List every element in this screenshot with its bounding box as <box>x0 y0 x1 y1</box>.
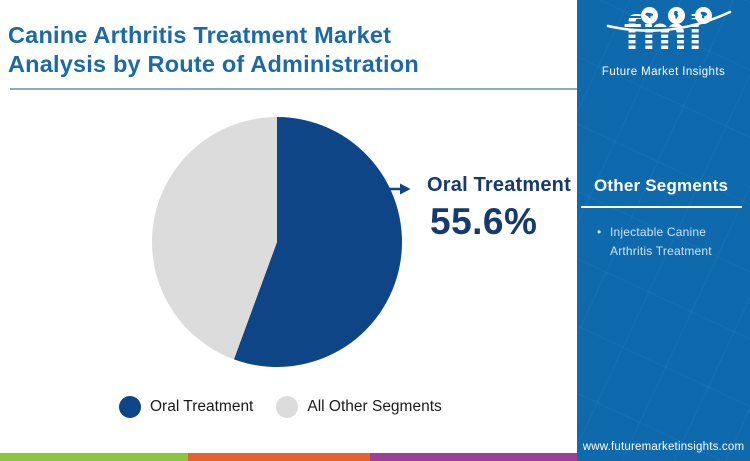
logo-tagline: Future Market Insights <box>601 66 726 78</box>
page-title-line2: Analysis by Route of Administration <box>8 50 419 77</box>
other-segments-divider <box>581 206 742 208</box>
website-link[interactable]: www.futuremarketinsights.com <box>582 441 745 453</box>
chart-legend: Oral Treatment All Other Segments <box>119 396 442 418</box>
fmi-logo: fmi Future Market Insights <box>577 0 750 92</box>
main-area: Canine Arthritis Treatment Market Analys… <box>0 21 577 461</box>
stripe-purple <box>369 453 577 461</box>
pie-chart <box>147 112 407 372</box>
other-segments-panel: Other Segments Injectable Canine Arthrit… <box>577 176 750 260</box>
legend-item-all-other-segments: All Other Segments <box>276 396 442 418</box>
pie-slice-all-other-segments <box>152 117 277 360</box>
logo-wordmark: fmi <box>577 7 750 61</box>
legend-swatch-gray-icon <box>276 396 299 418</box>
pie-chart-svg <box>152 117 403 367</box>
sidebar: fmi Future Market Insights Other Segment… <box>577 0 750 461</box>
stripe-green <box>0 453 189 461</box>
footer-color-stripe <box>0 453 577 461</box>
pie-slice-oral-treatment <box>233 117 403 367</box>
logo-swoosh-icon <box>606 10 732 32</box>
page-title-line1: Canine Arthritis Treatment Market <box>8 22 392 48</box>
pie-callout: Oral Treatment 55.6% <box>427 174 571 243</box>
legend-swatch-blue-icon <box>119 396 141 418</box>
legend-label: All Other Segments <box>307 398 442 415</box>
title-divider <box>10 88 577 90</box>
other-segments-item: Injectable Canine Arthritis Treatment <box>597 223 716 260</box>
legend-item-oral-treatment: Oral Treatment <box>119 396 253 418</box>
page-title: Canine Arthritis Treatment Market Analys… <box>8 21 419 79</box>
other-segments-heading: Other Segments <box>594 176 729 195</box>
globe-europe-icon <box>668 7 685 24</box>
callout-arrow-icon <box>383 181 411 197</box>
other-segments-list: Injectable Canine Arthritis Treatment <box>577 223 750 260</box>
stripe-orange <box>188 453 370 461</box>
legend-label: Oral Treatment <box>150 398 254 415</box>
globe-americas-icon <box>641 7 658 24</box>
callout-label: Oral Treatment <box>427 174 571 196</box>
callout-value: 55.6% <box>430 201 538 242</box>
